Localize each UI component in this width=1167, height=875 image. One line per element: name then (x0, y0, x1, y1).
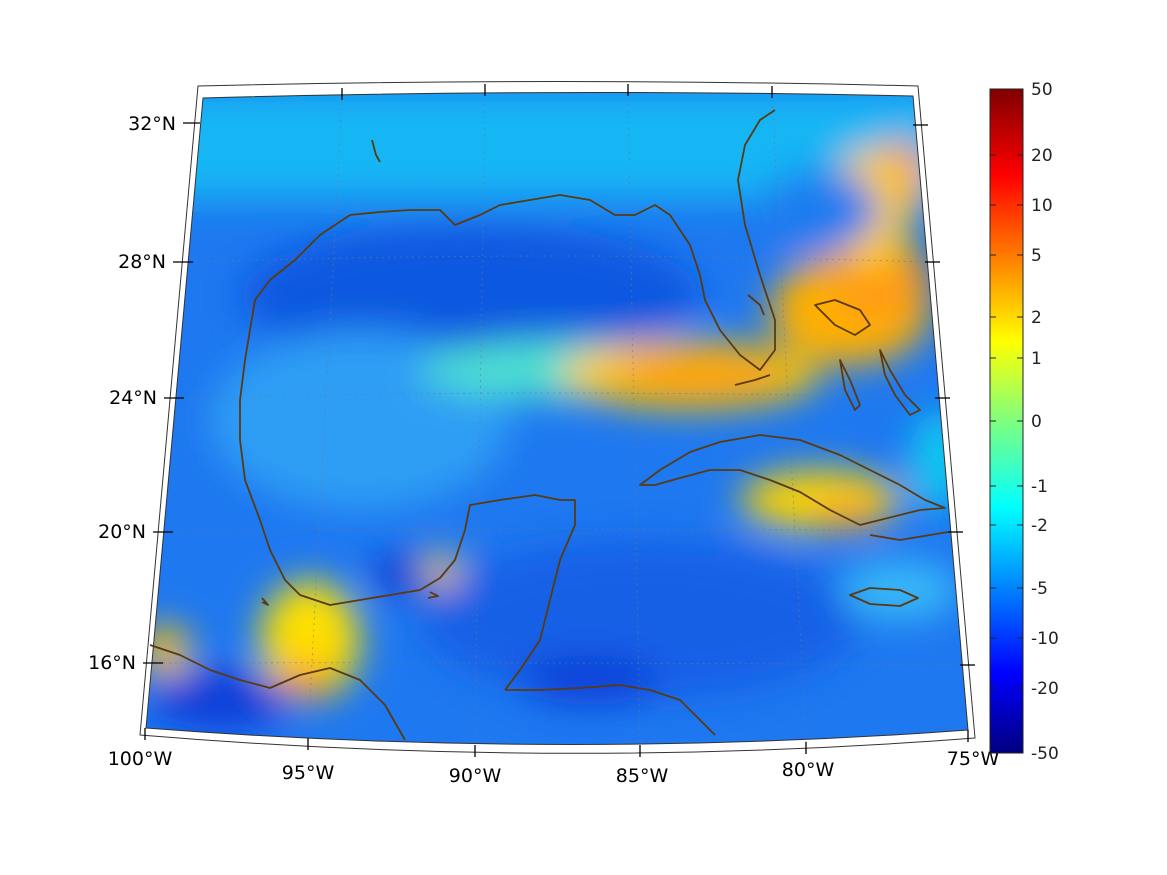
lat-label-16n: 16°N (88, 652, 136, 674)
lat-label-24n: 24°N (109, 387, 157, 409)
colorbar-tick-label: 50 (1031, 80, 1053, 100)
colorbar-tick-label: -10 (1031, 629, 1059, 649)
colorbar-tick-label: -20 (1031, 679, 1059, 699)
lon-label-90w: 90°W (449, 765, 502, 787)
colorbar-tick-label: 20 (1031, 146, 1053, 166)
colorbar-tick-label: 10 (1031, 196, 1053, 216)
colorbar-tick-label: 1 (1031, 349, 1042, 369)
lat-label-32n: 32°N (128, 113, 176, 135)
colorbar-tick-label: -50 (1031, 744, 1059, 764)
lon-label-75w: 75°W (947, 748, 1000, 770)
colorbar-tick-label: -5 (1031, 579, 1048, 599)
lon-label-100w: 100°W (108, 748, 173, 770)
graticule (162, 91, 961, 746)
latitude-ticks (143, 122, 975, 666)
colorbar-tick-label: 5 (1031, 246, 1042, 266)
colorbar-tick-label: -1 (1031, 477, 1048, 497)
lat-label-20n: 20°N (98, 521, 146, 543)
map-frame (145, 91, 969, 746)
coastlines (149, 109, 949, 741)
map-frame-outer (139, 81, 976, 754)
longitude-ticks (144, 84, 969, 757)
data-field (146, 92, 968, 745)
colorbar-tick-label: -2 (1031, 516, 1048, 536)
lon-label-85w: 85°W (616, 765, 669, 787)
lat-label-28n: 28°N (118, 251, 166, 273)
colorbar-tick-label: 2 (1031, 308, 1042, 328)
lon-label-95w: 95°W (282, 762, 335, 784)
colorbar-tick-label: 0 (1031, 412, 1042, 432)
lon-label-80w: 80°W (782, 759, 835, 781)
